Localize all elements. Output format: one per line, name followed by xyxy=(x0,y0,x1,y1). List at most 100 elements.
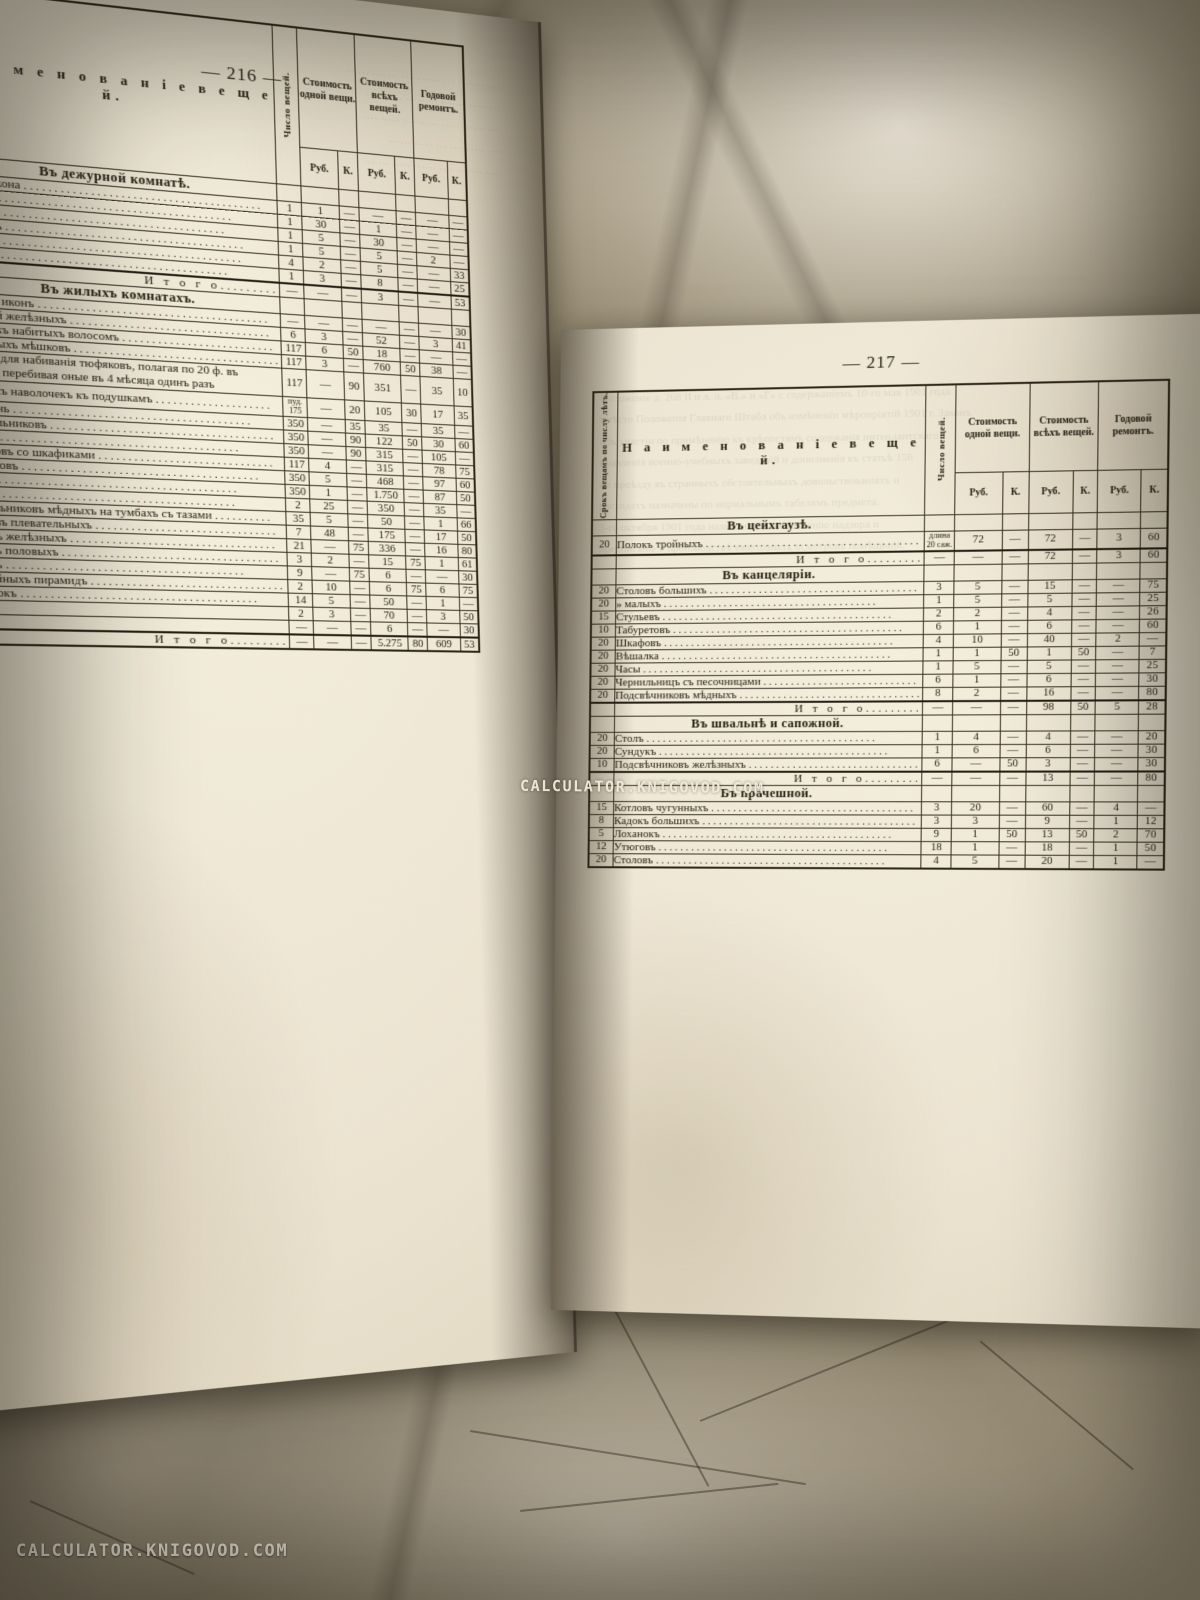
cell-one-r: 48 xyxy=(311,526,349,542)
cell-qty: 2 xyxy=(923,607,954,621)
cell-one-k: — xyxy=(1001,606,1028,621)
cell-all-r: 1 xyxy=(1026,646,1072,661)
cell-rep-r: 1 xyxy=(424,516,458,532)
cell-all-r: 6 xyxy=(1026,673,1071,687)
cell-one-k: — xyxy=(1000,673,1027,687)
cell-rep-r: 1 xyxy=(1093,841,1138,856)
cell-qty: длина 20 саж. xyxy=(924,530,955,552)
cell-one-k: — xyxy=(1001,593,1028,607)
cell-item-name: Подсвѣчниковъ мѣдныхъ ..................… xyxy=(614,687,923,703)
cell-all-k: — xyxy=(1069,801,1095,816)
cell-one-r: 5 xyxy=(951,854,999,869)
cell-one-r: — xyxy=(311,539,349,555)
cell-rep-k: 7 xyxy=(1139,645,1167,660)
cell-qty: 35 xyxy=(285,511,312,527)
cell-one-r: 5 xyxy=(954,580,1002,595)
section-years-spacer xyxy=(589,716,615,733)
cell-one-k: 50 xyxy=(1000,646,1028,661)
cell-rep-r: — xyxy=(1095,672,1140,687)
unit-kop-one-left: К. xyxy=(337,150,359,192)
unit-kop-all-right: К. xyxy=(1072,470,1098,513)
cell-all-k: — xyxy=(1068,855,1094,870)
cell-all-r: 60 xyxy=(1025,801,1070,815)
total-all-k: — xyxy=(398,291,419,307)
cell-one-k: — xyxy=(346,487,368,502)
cell-all-k: — xyxy=(1071,606,1097,620)
cell-all-k: — xyxy=(1071,632,1097,647)
cell-rep-k: 75 xyxy=(455,465,475,480)
cell-one-k: 50 xyxy=(999,757,1026,772)
total-qty: — xyxy=(921,771,953,786)
section-blank-cell xyxy=(1072,512,1098,530)
col-header-count-left: Число вещей. xyxy=(271,24,302,186)
table-row: 12 Утюговъ ..............................… xyxy=(588,840,1165,856)
cell-item-name: Кадокъ большихъ ........................… xyxy=(613,814,922,829)
cell-all-k: — xyxy=(1072,528,1098,550)
cell-one-r: 3 xyxy=(313,607,351,622)
cell-qty: 117 xyxy=(281,354,307,370)
cell-one-k: — xyxy=(999,730,1027,745)
table-body-right: Въ цейхгаузѣ. 20 Полокъ тройныхъ .........… xyxy=(588,511,1168,870)
table-row: 15 Котловъ чугунныхъ ....................… xyxy=(588,801,1165,816)
cell-rep-r: 3 xyxy=(426,610,460,624)
cell-one-r: — xyxy=(307,398,345,420)
cell-all-r: 15 xyxy=(1027,579,1072,594)
section-blank-cell xyxy=(1001,563,1028,581)
table-head-right: Срокъ вещамъ по числу лѣтъ. Н а и м е н … xyxy=(592,379,1170,520)
total-one-k: — xyxy=(1000,700,1027,715)
cell-all-r: 350 xyxy=(367,501,405,517)
cell-rep-k: — xyxy=(458,597,479,612)
cell-qty: 2 xyxy=(288,607,314,622)
cell-one-r: 5 xyxy=(312,594,350,609)
total-one-k: — xyxy=(999,771,1026,786)
cell-qty: 2 xyxy=(285,498,311,513)
section-years-spacer xyxy=(591,519,617,536)
header-row-group: Срокъ вещамъ по числу лѣтъ. Н а и м е н … xyxy=(0,0,466,186)
inventory-table-left: Срокъ вещамъ по числу лѣтъ. Н а и м е н … xyxy=(0,0,481,654)
cell-qty: 6 xyxy=(922,673,954,688)
section-blank-cell xyxy=(1096,562,1141,580)
cell-one-r: 10 xyxy=(953,633,1001,648)
cell-all-r: 16 xyxy=(1026,686,1071,701)
cell-service-years: 20 xyxy=(590,636,616,650)
cell-rep-k: 30 xyxy=(458,571,478,585)
cell-all-r: 18 xyxy=(1024,841,1070,856)
cell-rep-k: 60 xyxy=(1139,618,1167,633)
cell-all-r: 50 xyxy=(370,595,408,610)
cell-all-r: 72 xyxy=(1028,529,1073,550)
cell-one-k: — xyxy=(998,814,1026,829)
cell-all-k: — xyxy=(1069,814,1095,829)
cell-all-k: 50 xyxy=(402,436,423,451)
col-header-repair-left: Годовой ремонтъ. xyxy=(411,40,466,164)
cell-service-years: 20 xyxy=(589,732,615,746)
section-blank-cell xyxy=(341,301,363,320)
cell-one-r: 3 xyxy=(951,814,999,829)
cell-rep-r: 97 xyxy=(423,477,456,492)
cell-rep-k: — xyxy=(1137,855,1164,870)
cell-one-k: 50 xyxy=(342,344,364,360)
cell-one-k: 90 xyxy=(345,433,367,448)
cell-item-name: Котловъ чугунныхъ ......................… xyxy=(613,801,922,815)
cell-rep-r: — xyxy=(1094,743,1139,758)
total-one-r: — xyxy=(314,635,352,651)
total-rep-k: 60 xyxy=(1140,547,1168,563)
unit-kop-all-left: К. xyxy=(394,156,416,197)
cell-item-name: Подсвѣчниковъ желѣзныхъ ................… xyxy=(613,757,923,772)
cell-all-k: 30 xyxy=(401,403,422,424)
cell-rep-k: 50 xyxy=(1137,841,1165,856)
cell-all-k: — xyxy=(404,502,425,517)
total-rep-r: 609 xyxy=(427,637,461,652)
cell-all-k: 50 xyxy=(1069,828,1095,842)
section-blank-cell xyxy=(1027,563,1073,581)
section-blank-cell xyxy=(951,785,1000,802)
section-blank-cell xyxy=(954,513,1003,531)
cell-one-k: 90 xyxy=(345,446,367,462)
cell-one-k: — xyxy=(346,500,368,515)
cell-one-k: 35 xyxy=(344,419,366,435)
section-blank-cell xyxy=(1094,785,1138,802)
cell-one-k: — xyxy=(347,514,369,529)
cell-one-r: — xyxy=(313,621,351,636)
table-row: 8 Кадокъ большихъ .......................… xyxy=(588,814,1165,829)
cell-rep-k: 61 xyxy=(457,557,478,572)
cell-rep-k: 10 xyxy=(452,378,473,408)
